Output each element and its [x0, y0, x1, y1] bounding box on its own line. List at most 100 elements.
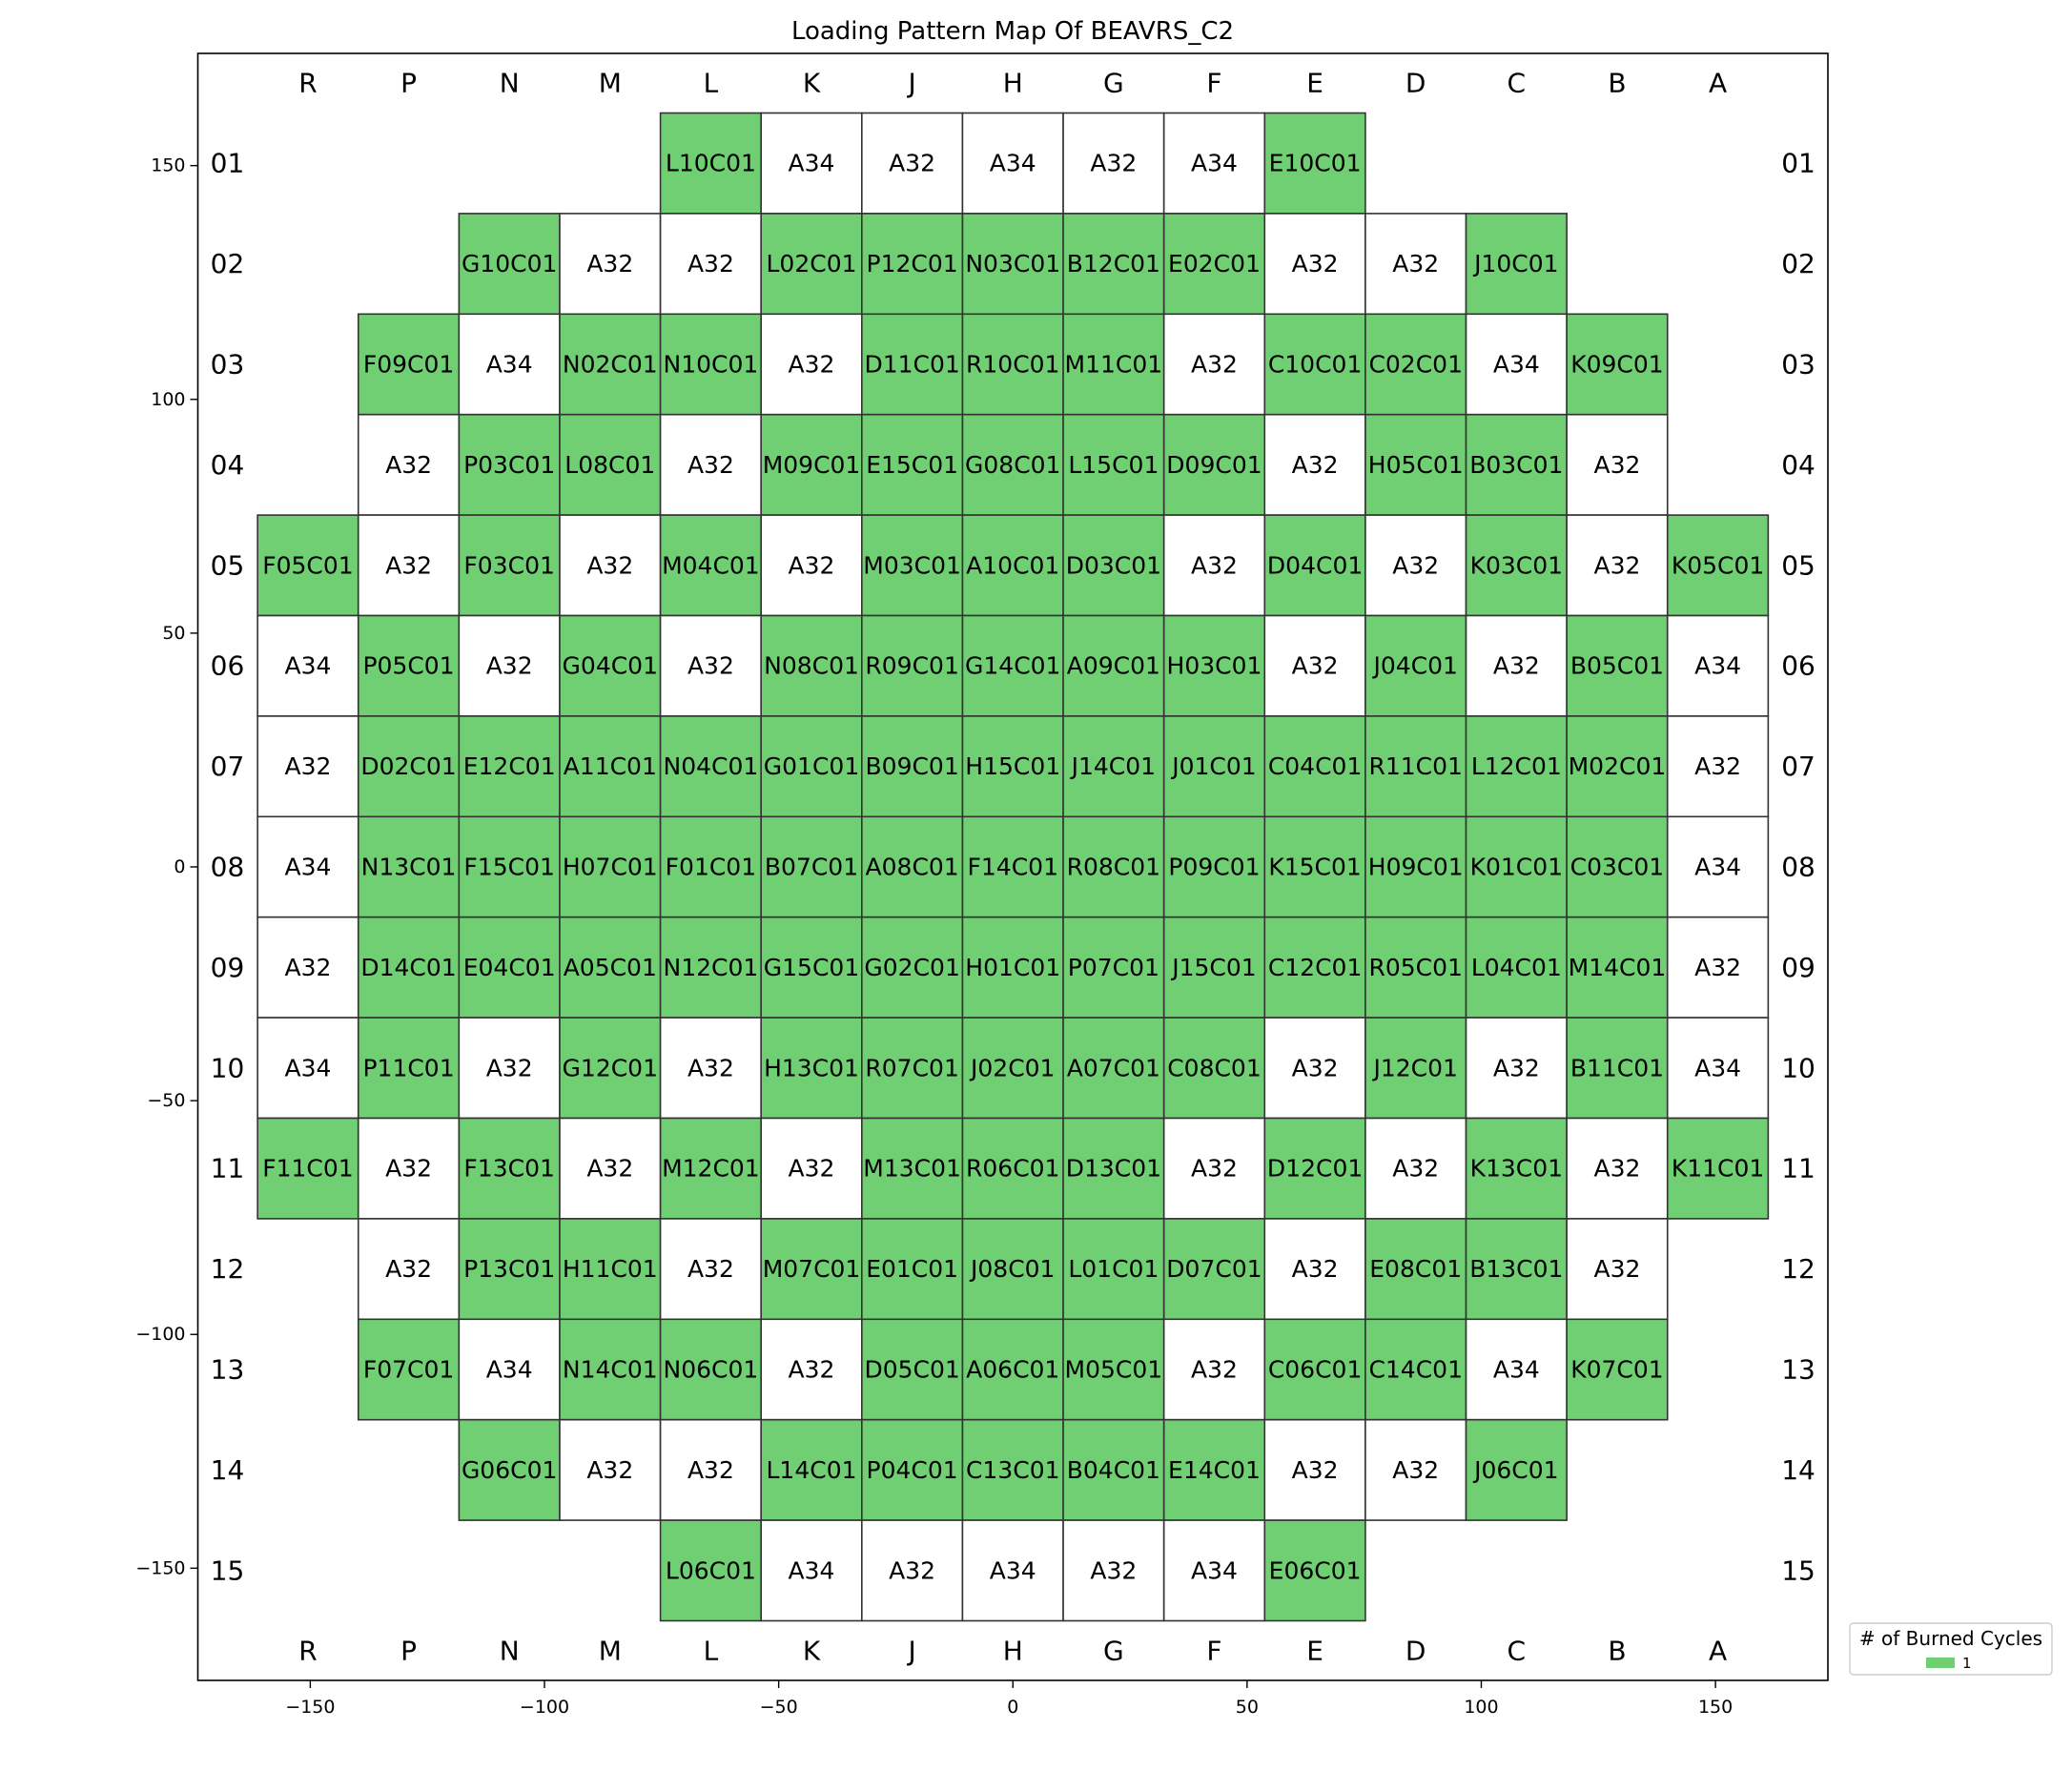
assembly	[357, 1318, 461, 1421]
assembly	[659, 614, 763, 717]
row-label: 07	[1781, 751, 1816, 782]
assembly	[760, 916, 863, 1019]
column-label: K	[803, 67, 821, 98]
assembly	[1062, 815, 1165, 918]
row-label: 10	[1781, 1052, 1816, 1083]
row-label: 02	[211, 248, 245, 279]
assembly-label: G12C01	[563, 1054, 658, 1081]
assembly-label: D13C01	[1066, 1155, 1161, 1183]
assembly-label: L04C01	[1471, 954, 1562, 981]
assembly	[659, 1418, 763, 1521]
assembly	[1162, 413, 1266, 516]
column-label: G	[1103, 1636, 1124, 1667]
assembly-label: E08C01	[1369, 1255, 1462, 1283]
assembly-label: A32	[1593, 451, 1640, 479]
assembly-label: F15C01	[463, 854, 554, 881]
assembly	[760, 313, 863, 416]
assembly-label: C08C01	[1167, 1054, 1262, 1081]
assembly	[1162, 614, 1266, 717]
assembly	[458, 313, 561, 416]
column-label: M	[599, 67, 622, 98]
assembly-label: A34	[789, 150, 835, 177]
assembly-label: F07C01	[363, 1355, 454, 1383]
assembly-label: C10C01	[1268, 351, 1363, 379]
assembly	[659, 112, 763, 215]
assembly	[659, 1519, 763, 1622]
assembly	[861, 1318, 964, 1421]
assembly-label: A32	[586, 1456, 633, 1484]
assembly-label: A32	[1292, 1255, 1339, 1283]
assembly	[1364, 1017, 1467, 1120]
assembly-label: N03C01	[965, 250, 1060, 278]
column-label: C	[1508, 1636, 1527, 1667]
assembly-label: J14C01	[1070, 752, 1156, 780]
column-label: L	[704, 1636, 719, 1667]
row-label: 03	[1781, 349, 1816, 381]
assembly-label: R09C01	[865, 652, 958, 680]
assembly	[1263, 1318, 1366, 1421]
row-label: 01	[1781, 148, 1816, 179]
row-label: 11	[1781, 1153, 1816, 1184]
assembly	[1666, 715, 1770, 818]
assembly-label: K07C01	[1570, 1355, 1663, 1383]
assembly-label: E14C01	[1168, 1456, 1261, 1484]
assembly	[961, 1519, 1064, 1622]
assembly-label: A32	[687, 451, 734, 479]
assembly	[1062, 916, 1165, 1019]
y-tick-label: −150	[135, 1557, 185, 1578]
column-label: D	[1405, 1636, 1426, 1667]
assembly-label: A32	[1191, 351, 1238, 379]
chart-title: Loading Pattern Map Of BEAVRS_C2	[791, 17, 1234, 46]
assembly	[1062, 1117, 1165, 1220]
assembly-label: J04C01	[1371, 652, 1457, 680]
column-label: N	[500, 67, 520, 98]
column-label: K	[803, 1636, 821, 1667]
assembly-label: R10C01	[966, 351, 1059, 379]
assembly-label: P07C01	[1068, 954, 1159, 981]
assembly	[861, 413, 964, 516]
assembly-label: D03C01	[1066, 551, 1161, 579]
assembly-label: D02C01	[360, 752, 456, 780]
column-label: N	[500, 1636, 520, 1667]
row-label: 09	[1781, 952, 1816, 983]
assembly-label: A34	[1694, 1054, 1741, 1081]
assembly-label: M13C01	[863, 1155, 961, 1183]
assembly-label: A32	[789, 551, 835, 579]
row-label: 08	[211, 852, 245, 883]
assembly-label: A32	[1090, 150, 1137, 177]
assembly-label: J15C01	[1170, 954, 1256, 981]
row-label: 12	[211, 1253, 245, 1285]
assembly	[458, 1318, 561, 1421]
assembly-label: F05C01	[262, 551, 353, 579]
assembly	[1465, 1418, 1568, 1521]
assembly-label: P05C01	[362, 652, 454, 680]
assembly	[458, 1017, 561, 1120]
assembly-label: A05C01	[564, 954, 657, 981]
assembly	[458, 715, 561, 818]
assembly-label: A32	[1392, 551, 1439, 579]
assembly	[1263, 1519, 1366, 1622]
assembly-label: A34	[789, 1556, 835, 1584]
assembly	[256, 514, 359, 617]
assembly-label: A06C01	[966, 1355, 1059, 1383]
y-tick-label: 0	[174, 856, 185, 877]
column-label: H	[1003, 67, 1023, 98]
assembly	[1062, 514, 1165, 617]
assembly-label: J02C01	[969, 1054, 1055, 1081]
row-label: 15	[1781, 1555, 1816, 1586]
assembly-label: J06C01	[1472, 1456, 1558, 1484]
assembly	[760, 1318, 863, 1421]
x-tick-label: 150	[1698, 1697, 1733, 1718]
assembly-label: A11C01	[564, 752, 657, 780]
assembly	[1566, 815, 1669, 918]
row-label: 02	[1781, 248, 1816, 279]
assembly-label: A32	[1292, 451, 1339, 479]
assembly-label: C13C01	[966, 1456, 1060, 1484]
assembly-label: A34	[990, 1556, 1036, 1584]
assembly	[1364, 213, 1467, 316]
assembly-label: G02C01	[864, 954, 959, 981]
assembly-label: A32	[486, 1054, 533, 1081]
assembly-label: G04C01	[563, 652, 658, 680]
assembly-label: A32	[1493, 1054, 1540, 1081]
assembly	[1666, 916, 1770, 1019]
